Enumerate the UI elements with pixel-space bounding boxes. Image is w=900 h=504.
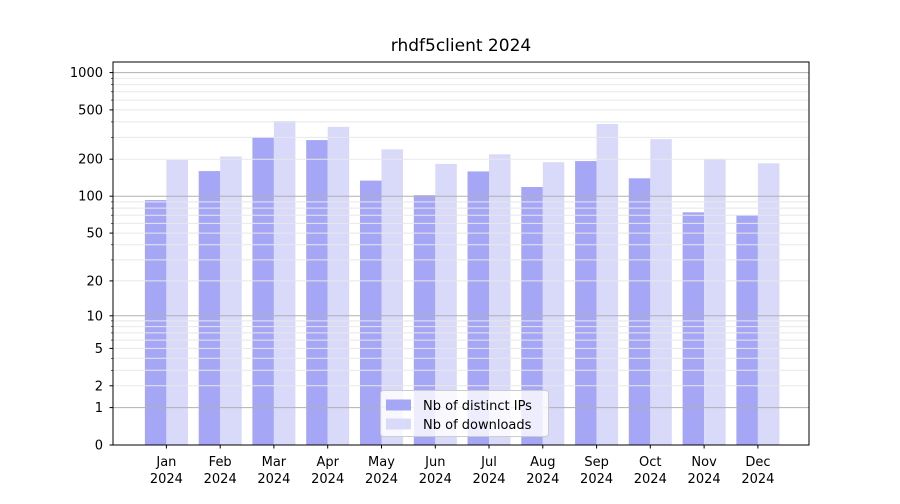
x-tick-label-month: Jun xyxy=(424,455,445,470)
bar-ips-feb xyxy=(198,171,221,445)
x-tick-label-month: Mar xyxy=(262,455,287,470)
chart-title: rhdf5client 2024 xyxy=(391,36,531,56)
bar-downloads-nov xyxy=(704,159,726,445)
legend: Nb of distinct IPs Nb of downloads xyxy=(380,390,549,437)
y-tick-label: 500 xyxy=(78,103,103,118)
x-tick-label-month: Nov xyxy=(691,455,717,470)
y-tick-label: 5 xyxy=(95,342,103,357)
bar-ips-dec xyxy=(736,215,758,445)
bar-downloads-dec xyxy=(757,163,780,446)
bar-downloads-feb xyxy=(220,156,242,445)
bar-ips-nov xyxy=(682,212,705,445)
bar-ips-oct xyxy=(628,178,651,446)
bar-ips-sep xyxy=(575,161,597,445)
bar-downloads-jun xyxy=(435,163,457,445)
y-tick-label: 50 xyxy=(86,227,103,242)
bar-downloads-sep xyxy=(596,124,619,445)
x-tick-label-year: 2024 xyxy=(526,472,559,487)
x-tick-label-month: Oct xyxy=(639,455,661,470)
x-tick-label-month: Jan xyxy=(155,455,176,470)
x-tick-label-month: May xyxy=(368,455,395,470)
x-tick-label-year: 2024 xyxy=(365,472,398,487)
x-tick-label-month: Apr xyxy=(316,455,339,470)
x-tick-label-year: 2024 xyxy=(688,472,721,487)
x-tick-label-year: 2024 xyxy=(150,472,183,487)
bar-ips-jul xyxy=(467,171,489,445)
x-tick-label-year: 2024 xyxy=(204,472,237,487)
x-tick-label-month: Aug xyxy=(530,455,555,470)
legend-label-distinct-ips: Nb of distinct IPs xyxy=(423,399,532,414)
bar-ips-mar xyxy=(252,137,274,445)
y-tick-label: 1 xyxy=(95,401,103,416)
x-tick-label-year: 2024 xyxy=(472,472,505,487)
y-tick-label: 20 xyxy=(86,274,103,289)
bar-downloads-oct xyxy=(650,139,672,445)
x-tick-label-year: 2024 xyxy=(311,472,344,487)
y-tick-label: 200 xyxy=(78,153,103,168)
y-tick-label: 1000 xyxy=(70,66,103,81)
plot-border xyxy=(112,61,810,446)
bar-ips-jun xyxy=(413,195,436,445)
x-tick-label-month: Jul xyxy=(480,455,497,470)
y-tick-label: 0 xyxy=(95,439,103,454)
bar-ips-jan xyxy=(144,200,167,445)
y-tick-label: 10 xyxy=(86,309,103,324)
bar-ips-may xyxy=(360,180,382,445)
legend-swatch-distinct-ips xyxy=(386,399,411,411)
legend-box xyxy=(380,390,549,437)
bar-downloads-mar xyxy=(273,121,296,445)
y-tick-label: 2 xyxy=(95,379,103,394)
gridlines-group xyxy=(113,72,809,409)
x-tick-label-year: 2024 xyxy=(257,472,290,487)
bar-downloads-jan xyxy=(166,160,188,445)
bar-downloads-jul xyxy=(489,154,511,446)
x-tick-label-year: 2024 xyxy=(419,472,452,487)
bar-downloads-apr xyxy=(327,126,350,446)
x-axis-ticks: Jan 2024 Feb 2024 Mar 2024 Apr 2024 May 2024 Jun 20… xyxy=(150,445,774,487)
y-tick-label: 100 xyxy=(78,190,103,205)
legend-swatch-downloads xyxy=(386,418,411,430)
legend-label-downloads: Nb of downloads xyxy=(423,418,532,433)
x-tick-label-month: Feb xyxy=(209,455,232,470)
x-tick-label-year: 2024 xyxy=(580,472,613,487)
x-tick-label-year: 2024 xyxy=(634,472,667,487)
y-axis-ticks: 0 1 2 5 10 20 50 100 200 500 1000 xyxy=(70,66,113,454)
x-tick-label-month: Sep xyxy=(584,455,609,470)
x-tick-label-year: 2024 xyxy=(741,472,774,487)
x-tick-label-month: Dec xyxy=(745,455,770,470)
bar-ips-apr xyxy=(306,140,328,445)
